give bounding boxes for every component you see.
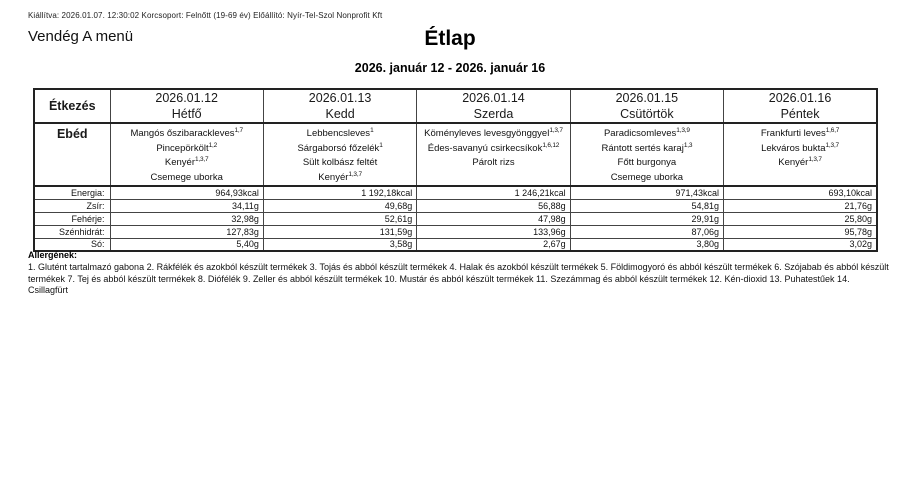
- allergen-superscript: 1,6,12: [542, 141, 560, 149]
- allergen-superscript: 1: [379, 141, 383, 149]
- meal-row-label: Ebéd: [33, 122, 111, 187]
- energy-row: Energia: 964,93kcal 1 192,18kcal 1 246,2…: [33, 185, 878, 200]
- allergens-heading: Allergének:: [28, 250, 78, 260]
- menu-item: Lebbencsleves1: [306, 126, 374, 139]
- allergen-superscript: 1,3,7: [825, 141, 840, 149]
- allergen-superscript: 1,2: [208, 141, 218, 149]
- menu-item: Csemege uborka: [610, 171, 684, 183]
- carbohydrate-row: Szénhidrát: 127,83g 131,59g 133,96g 87,0…: [33, 224, 878, 239]
- allergens-legend-text: 1. Glutént tartalmazó gabona 2. Rákfélék…: [28, 262, 889, 295]
- nutrition-value: 47,98g: [416, 211, 571, 226]
- menu-cell-tuesday: Lebbencsleves1 Sárgaborsó főzelék1 Sült …: [262, 122, 418, 187]
- nutrition-value: 95,78g: [723, 224, 878, 239]
- day-date: 2026.01.16: [768, 91, 832, 105]
- nutrition-value: 21,76g: [723, 198, 878, 213]
- nutrition-value: 25,80g: [723, 211, 878, 226]
- menu-variant-label: Vendég A menü: [28, 28, 134, 45]
- day-name: Csütörtök: [620, 107, 674, 121]
- nutrition-value: 54,81g: [569, 198, 725, 213]
- menu-cell-monday: Mangós őszibarackleves1,7 Pincepörkölt1,…: [109, 122, 264, 187]
- menu-item: Pincepörkölt1,2: [156, 141, 218, 154]
- nutrition-value: 127,83g: [109, 224, 264, 239]
- menu-cell-thursday: Paradicsomleves1,3,9 Rántott sertés kara…: [569, 122, 725, 187]
- menu-item: Sárgaborsó főzelék1: [297, 141, 383, 154]
- salt-row: Só: 5,40g 3,58g 2,67g 3,80g 3,02g: [33, 237, 878, 252]
- table-header-row: Étkezés 2026.01.12 Hétfő 2026.01.13 Kedd…: [33, 88, 878, 124]
- day-header-monday: 2026.01.12 Hétfő: [109, 88, 264, 124]
- nutrition-value: 56,88g: [416, 198, 571, 213]
- menu-item: Paradicsomleves1,3,9: [603, 126, 690, 139]
- day-date: 2026.01.15: [615, 91, 679, 105]
- menu-item: Köményleves levesgyönggyel1,3,7: [424, 126, 563, 139]
- lunch-row: Ebéd Mangós őszibarackleves1,7 Pincepörk…: [33, 122, 878, 187]
- nutrition-label: Zsír:: [33, 198, 111, 213]
- menu-item: Rántott sertés karaj1,3: [601, 141, 693, 154]
- nutrition-value: 52,61g: [262, 211, 418, 226]
- nutrition-value: 3,80g: [569, 237, 725, 252]
- nutrition-value: 32,98g: [109, 211, 264, 226]
- allergen-superscript: 1,3,7: [195, 155, 209, 163]
- nutrition-value: 3,02g: [723, 237, 878, 252]
- menu-item: Édes-savanyú csirkecsíkok1,6,12: [427, 141, 560, 154]
- protein-row: Fehérje: 32,98g 52,61g 47,98g 29,91g 25,…: [33, 211, 878, 226]
- allergen-superscript: 1,3,7: [808, 155, 822, 163]
- nutrition-value: 2,67g: [416, 237, 571, 252]
- day-name: Péntek: [780, 107, 820, 121]
- nutrition-value: 131,59g: [262, 224, 418, 239]
- allergen-superscript: 1,3,9: [676, 126, 690, 134]
- day-name: Kedd: [325, 107, 355, 121]
- menu-item: Mangós őszibarackleves1,7: [130, 126, 243, 139]
- page-title: Étlap: [424, 27, 476, 50]
- nutrition-value: 1 246,21kcal: [416, 185, 571, 200]
- nutrition-value: 29,91g: [569, 211, 725, 226]
- menu-item: Kenyér1,3,7: [164, 155, 209, 168]
- day-header-thursday: 2026.01.15 Csütörtök: [569, 88, 725, 124]
- day-header-wednesday: 2026.01.14 Szerda: [416, 88, 571, 124]
- day-date: 2026.01.14: [462, 91, 525, 105]
- day-name: Hétfő: [171, 107, 202, 121]
- nutrition-value: 1 192,18kcal: [262, 185, 418, 200]
- nutrition-value: 971,43kcal: [569, 185, 725, 200]
- nutrition-value: 964,93kcal: [109, 185, 264, 200]
- day-header-tuesday: 2026.01.13 Kedd: [262, 88, 418, 124]
- nutrition-value: 87,06g: [569, 224, 725, 239]
- menu-item: Főtt burgonya: [617, 157, 677, 168]
- menu-item: Sült kolbász feltét: [302, 157, 378, 168]
- day-date: 2026.01.12: [155, 91, 218, 105]
- menu-item: Frankfurti leves1,6,7: [760, 126, 840, 139]
- issued-meta-line: Kiállítva: 2026.01.07. 12:30:02 Korcsopo…: [28, 11, 383, 20]
- day-date: 2026.01.13: [308, 91, 372, 105]
- day-header-friday: 2026.01.16 Péntek: [723, 88, 878, 124]
- meal-column-header: Étkezés: [33, 88, 111, 124]
- menu-cell-friday: Frankfurti leves1,6,7 Lekváros bukta1,3,…: [723, 122, 878, 187]
- day-name: Szerda: [473, 107, 514, 121]
- nutrition-label: Szénhidrát:: [33, 224, 111, 239]
- allergens-section: Allergének: 1. Glutént tartalmazó gabona…: [28, 250, 890, 297]
- fat-row: Zsír: 34,11g 49,68g 56,88g 54,81g 21,76g: [33, 198, 878, 213]
- allergen-superscript: 1: [370, 126, 374, 134]
- menu-item: Kenyér1,3,7: [318, 170, 362, 183]
- nutrition-value: 34,11g: [109, 198, 264, 213]
- nutrition-label: Energia:: [33, 185, 111, 200]
- menu-item: Lekváros bukta1,3,7: [761, 141, 840, 154]
- menu-cell-wednesday: Köményleves levesgyönggyel1,3,7 Édes-sav…: [416, 122, 571, 187]
- menu-item: Csemege uborka: [150, 171, 223, 183]
- date-range-subtitle: 2026. január 12 - 2026. január 16: [354, 61, 546, 75]
- allergen-superscript: 1,3,7: [549, 126, 563, 134]
- menu-item: Párolt rizs: [472, 157, 515, 168]
- nutrition-label: Fehérje:: [33, 211, 111, 226]
- menu-item: Kenyér1,3,7: [778, 155, 822, 168]
- allergen-superscript: 1,3: [683, 141, 693, 149]
- allergen-superscript: 1,3,7: [348, 170, 362, 178]
- nutrition-value: 49,68g: [262, 198, 418, 213]
- allergen-superscript: 1,6,7: [825, 126, 840, 134]
- weekly-menu-table: Étkezés 2026.01.12 Hétfő 2026.01.13 Kedd…: [33, 88, 878, 252]
- allergen-superscript: 1,7: [234, 126, 243, 134]
- nutrition-value: 133,96g: [416, 224, 571, 239]
- nutrition-value: 693,10kcal: [723, 185, 878, 200]
